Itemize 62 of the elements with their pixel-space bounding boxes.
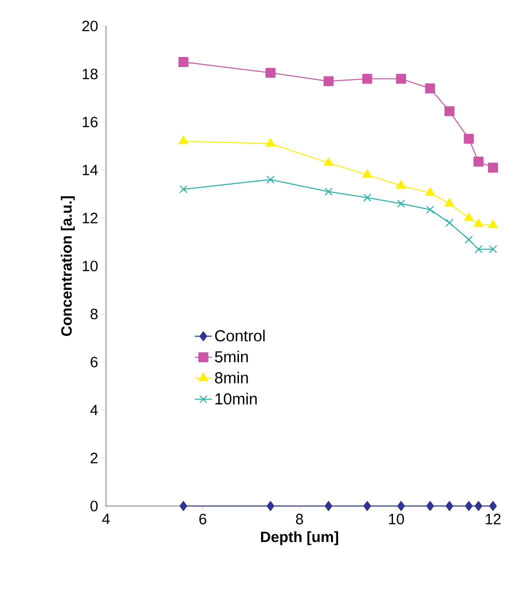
point: [396, 180, 406, 189]
y-tick-label: 2: [90, 452, 98, 464]
legend-label: Control: [215, 330, 265, 342]
y-tick-label: 10: [82, 260, 98, 272]
point: [464, 134, 474, 144]
point: [474, 501, 482, 511]
point: [445, 218, 454, 227]
point: [474, 245, 483, 254]
point: [396, 74, 406, 84]
x-tick-label: 6: [199, 514, 206, 524]
point: [362, 74, 372, 84]
point: [489, 501, 497, 511]
x-tick-label: 8: [296, 514, 303, 524]
point: [488, 162, 498, 173]
x-tick-label: 10: [389, 514, 404, 524]
point: [178, 57, 188, 67]
y-tick-label: 20: [82, 20, 98, 32]
point: [397, 200, 406, 208]
point: [266, 501, 274, 511]
point: [363, 501, 372, 511]
y-tick-label: 14: [82, 164, 98, 176]
point: [488, 220, 498, 228]
point: [397, 501, 405, 511]
point: [178, 136, 188, 144]
y-tick-label: 0: [90, 500, 98, 512]
point: [324, 76, 334, 86]
point: [446, 501, 454, 511]
point: [362, 169, 372, 178]
point: [464, 236, 473, 244]
point: [464, 212, 474, 221]
point: [265, 68, 276, 78]
point: [426, 501, 434, 511]
point: [444, 198, 454, 207]
point: [179, 185, 188, 194]
point: [444, 106, 454, 116]
point: [474, 156, 484, 167]
x-axis-title: Depth [um]: [261, 531, 338, 546]
point: [266, 176, 274, 184]
legend-label: 10min: [216, 392, 257, 404]
y-tick-label: 4: [90, 404, 98, 416]
point: [474, 218, 484, 227]
x-tick-label: 12: [486, 514, 501, 524]
point: [324, 501, 332, 511]
point: [488, 245, 498, 254]
y-tick-label: 16: [82, 116, 98, 128]
point: [464, 501, 473, 511]
point: [324, 188, 333, 196]
point: [425, 83, 436, 94]
point: [363, 194, 372, 202]
point: [266, 138, 276, 147]
legend-label: 8min: [215, 372, 248, 384]
y-tick-label: 6: [90, 356, 98, 368]
y-tick-label: 8: [90, 308, 98, 320]
point: [180, 501, 188, 511]
point: [426, 206, 434, 214]
y-tick-label: 18: [82, 68, 98, 80]
y-axis-title: Concentration [a.u.]: [60, 196, 75, 336]
point: [324, 157, 334, 166]
legend-label: 5min: [214, 350, 248, 362]
x-tick-label: 4: [102, 514, 110, 524]
y-tick-label: 12: [82, 212, 98, 224]
point: [425, 187, 435, 196]
